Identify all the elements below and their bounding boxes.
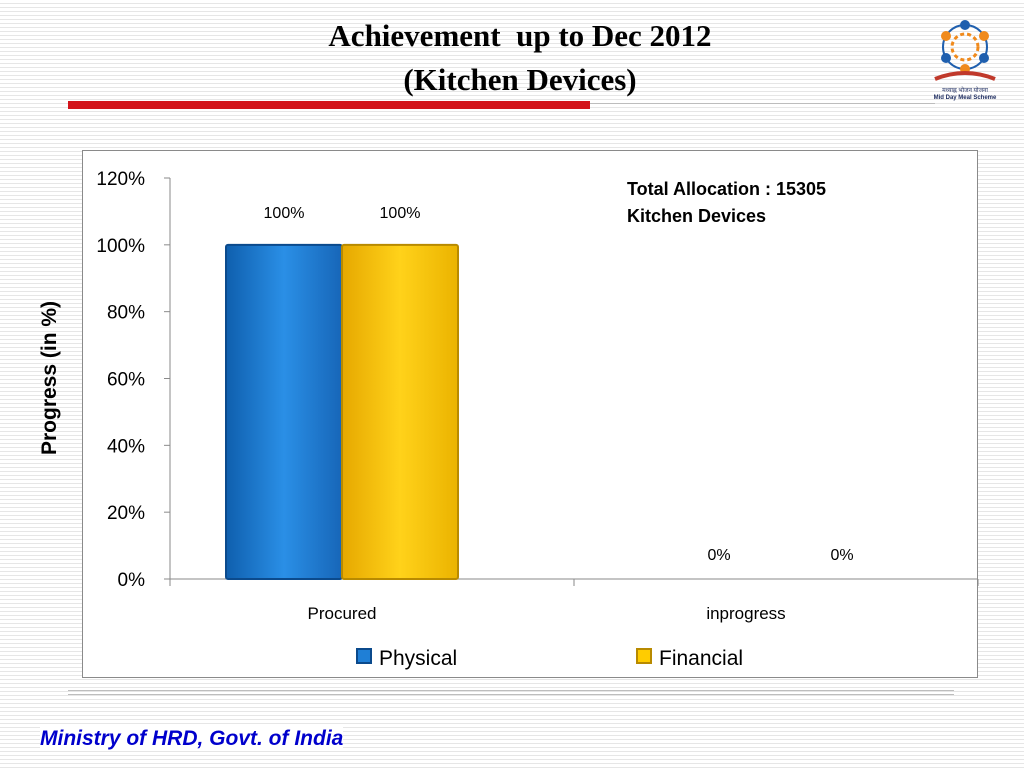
data-label: 100%	[380, 205, 421, 222]
mid-day-meal-emblem-icon	[934, 20, 996, 81]
y-tick-label: 120%	[96, 169, 145, 190]
slide-title: Achievement up to Dec 2012 (Kitchen Devi…	[0, 14, 1024, 102]
total-allocation-note: Total Allocation : 15305 Kitchen Devices	[627, 176, 826, 230]
y-tick-label: 100%	[96, 236, 145, 257]
data-label: 0%	[707, 547, 730, 564]
data-label: 0%	[830, 547, 853, 564]
chart-axes: 0% 20% 40% 60% 80% 100% 120% Procured inprogress	[96, 169, 979, 623]
slide-title-line-1: Achievement up to Dec 2012	[328, 18, 712, 53]
logo-caption-english: Mid Day Meal Scheme	[933, 95, 997, 101]
footer-ministry-text: Ministry of HRD, Govt. of India	[40, 727, 344, 751]
logo-caption-hindi: मध्याह्न भोजन योजना	[942, 88, 988, 94]
mid-day-meal-logo: मध्याह्न भोजन योजना Mid Day Meal Scheme	[929, 17, 1001, 107]
footer-divider-secondary	[68, 694, 954, 695]
y-tick-label: 80%	[107, 303, 145, 324]
total-allocation-line-1: Total Allocation : 15305	[627, 179, 827, 199]
y-tick-label: 40%	[107, 436, 145, 457]
title-underline-grey	[590, 103, 935, 104]
bar-physical	[225, 243, 343, 580]
chart-bars	[225, 243, 459, 580]
x-category-label: inprogress	[706, 604, 785, 623]
y-tick-label: 20%	[107, 503, 145, 524]
chart-data-labels: 100% 100% 0% 0%	[264, 205, 854, 564]
slide-title-line-2: (Kitchen Devices)	[403, 62, 637, 97]
legend-swatch-physical	[356, 648, 372, 664]
legend-swatch-financial	[636, 648, 652, 664]
legend-label-financial: Financial	[659, 647, 743, 670]
y-axis-title: Progress (in %)	[38, 301, 61, 455]
x-category-label: Procured	[308, 604, 377, 623]
title-underline-red	[68, 101, 590, 109]
data-label: 100%	[264, 205, 305, 222]
total-allocation-line-2: Kitchen Devices	[627, 206, 767, 226]
y-tick-label: 0%	[118, 570, 146, 591]
legend-label-physical: Physical	[379, 647, 457, 670]
y-tick-label: 60%	[107, 370, 145, 391]
footer-divider	[68, 690, 954, 691]
bar-financial	[341, 243, 459, 580]
chart-legend: Physical Financial	[356, 647, 743, 670]
